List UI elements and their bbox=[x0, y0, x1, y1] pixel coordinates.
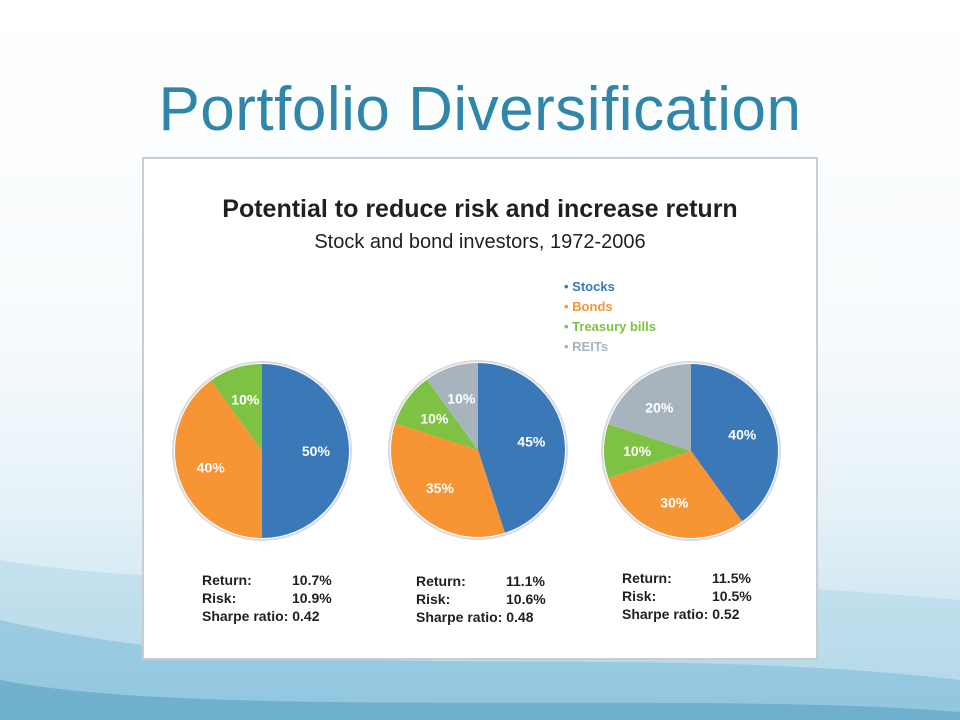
return-value: 11.1% bbox=[506, 573, 545, 589]
pie-2-slice-treasury-bills bbox=[395, 379, 478, 450]
pie-2-label-bonds: 35% bbox=[426, 480, 455, 496]
legend-label: Stocks bbox=[572, 279, 615, 294]
pie-2-slice-bonds bbox=[391, 423, 505, 537]
portfolio-1-stats: Return: 10.7% Risk: 10.9% Sharpe ratio: 0.… bbox=[202, 571, 332, 625]
legend-item-bonds: • Bonds bbox=[564, 299, 613, 314]
pie-3-slice-treasury-bills bbox=[604, 424, 691, 478]
return-label: Return: bbox=[622, 570, 672, 586]
legend-label: Treasury bills bbox=[572, 319, 656, 334]
return-label: Return: bbox=[416, 573, 466, 589]
chart-figure: Potential to reduce risk and increase re… bbox=[142, 157, 818, 660]
pie-3-label-treasury-bills: 10% bbox=[623, 443, 652, 459]
legend-item-reits: • REITs bbox=[564, 339, 609, 354]
pie-2-label-treasury-bills: 10% bbox=[420, 410, 449, 426]
sharpe-label: Sharpe ratio: bbox=[202, 608, 289, 624]
pie-3-slice-stocks bbox=[691, 364, 778, 522]
risk-label: Risk: bbox=[202, 590, 237, 606]
pie-1-slice-treasury-bills bbox=[210, 364, 262, 451]
chart-subtitle: Stock and bond investors, 1972-2006 bbox=[314, 231, 646, 253]
pie-1-label-treasury-bills: 10% bbox=[231, 392, 260, 408]
pie-2-slice-stocks bbox=[478, 363, 565, 533]
return-label: Return: bbox=[202, 572, 252, 588]
portfolio-2-stats: Return: 11.1% Risk: 10.6% Sharpe ratio: 0.… bbox=[416, 572, 546, 626]
sharpe-value: 0.52 bbox=[712, 606, 740, 622]
legend: • Stocks • Bonds • Treasury bills • REIT… bbox=[564, 277, 656, 357]
chart-title: Potential to reduce risk and increase re… bbox=[222, 195, 738, 223]
slide-title: Portfolio Diversification bbox=[158, 75, 802, 144]
pie-3-label-bonds: 30% bbox=[660, 494, 689, 510]
pie-2-label-stocks: 45% bbox=[517, 434, 546, 450]
sharpe-value: 0.48 bbox=[506, 609, 534, 625]
risk-value: 10.9% bbox=[292, 590, 332, 606]
sharpe-label: Sharpe ratio: bbox=[416, 609, 503, 625]
portfolio-3-stats: Return: 11.5% Risk: 10.5% Sharpe ratio: 0.… bbox=[622, 569, 752, 623]
pie-3-slice-reits bbox=[608, 364, 691, 451]
return-value: 10.7% bbox=[292, 572, 332, 588]
pie-charts: 50% 40% 10% 45% 35% 10% 10% 40% 30% 10% 20% bbox=[172, 360, 781, 541]
pie-1-slice-bonds bbox=[175, 380, 262, 538]
pie-1-label-stocks: 50% bbox=[302, 443, 331, 459]
sharpe-label: Sharpe ratio: bbox=[622, 606, 709, 622]
pie-2-label-reits: 10% bbox=[447, 391, 476, 407]
pie-3-slice-bonds bbox=[608, 451, 743, 538]
pie-1-label-bonds: 40% bbox=[197, 460, 226, 476]
pie-2-slice-reits bbox=[426, 363, 478, 450]
pie-3-label-reits: 20% bbox=[645, 399, 674, 415]
legend-label: REITs bbox=[572, 339, 609, 354]
risk-value: 10.6% bbox=[506, 591, 546, 607]
sharpe-value: 0.42 bbox=[292, 608, 320, 624]
legend-label: Bonds bbox=[572, 299, 613, 314]
risk-label: Risk: bbox=[416, 591, 451, 607]
return-value: 11.5% bbox=[712, 570, 751, 586]
legend-item-stocks: • Stocks bbox=[564, 279, 615, 294]
pie-3-label-stocks: 40% bbox=[728, 426, 757, 442]
pie-1-slice-stocks bbox=[262, 364, 349, 538]
risk-value: 10.5% bbox=[712, 588, 752, 604]
legend-item-treasury-bills: • Treasury bills bbox=[564, 319, 656, 334]
risk-label: Risk: bbox=[622, 588, 657, 604]
